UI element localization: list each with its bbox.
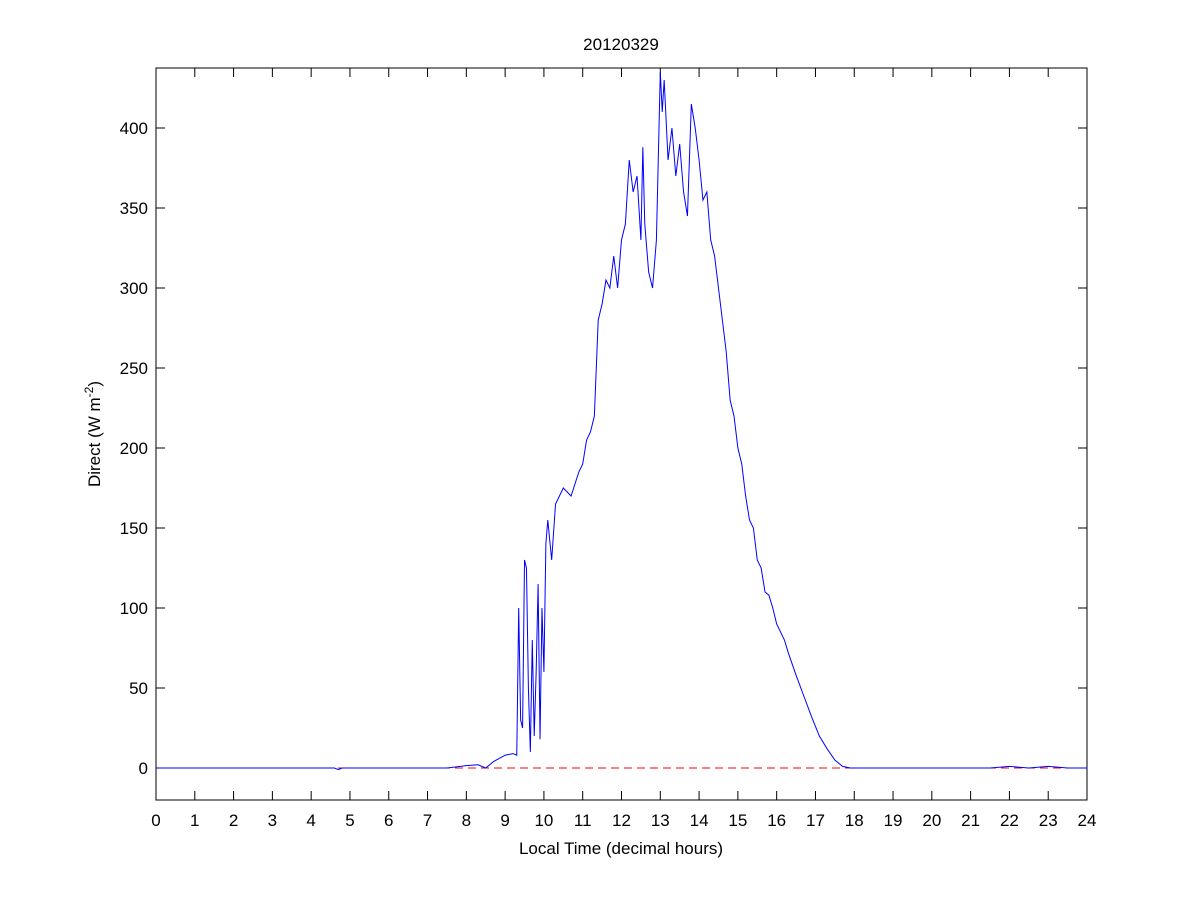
x-tick-label: 24	[1078, 811, 1097, 830]
y-tick-label: 400	[120, 119, 148, 138]
x-tick-label: 16	[767, 811, 786, 830]
x-tick-label: 23	[1039, 811, 1058, 830]
y-tick-label: 350	[120, 199, 148, 218]
y-axis-label-part: )	[85, 381, 104, 387]
x-tick-label: 18	[845, 811, 864, 830]
y-axis-label-sup: -2	[82, 386, 96, 397]
x-tick-label: 9	[500, 811, 509, 830]
x-tick-label: 6	[384, 811, 393, 830]
x-tick-label: 3	[268, 811, 277, 830]
x-tick-label: 4	[306, 811, 315, 830]
x-tick-label: 13	[651, 811, 670, 830]
y-axis-label: Direct (W m-2)	[82, 381, 104, 487]
x-tick-label: 8	[462, 811, 471, 830]
x-tick-label: 1	[190, 811, 199, 830]
x-axis-label: Local Time (decimal hours)	[519, 839, 723, 858]
y-tick-label: 100	[120, 599, 148, 618]
x-tick-label: 21	[961, 811, 980, 830]
y-tick-label: 0	[139, 759, 148, 778]
y-tick-label: 150	[120, 519, 148, 538]
x-tick-label: 7	[423, 811, 432, 830]
y-tick-label: 200	[120, 439, 148, 458]
x-tick-label: 10	[534, 811, 553, 830]
y-tick-label: 300	[120, 279, 148, 298]
y-axis-label-part: Direct (W m	[85, 397, 104, 487]
data-line	[156, 71, 1087, 771]
x-tick-label: 11	[574, 811, 592, 830]
chart-title: 20120329	[583, 35, 659, 54]
x-tick-label: 20	[922, 811, 941, 830]
x-tick-label: 15	[728, 811, 747, 830]
x-tick-label: 14	[690, 811, 709, 830]
x-tick-label: 22	[1000, 811, 1019, 830]
x-tick-label: 19	[884, 811, 903, 830]
x-tick-label: 5	[345, 811, 354, 830]
y-tick-label: 50	[129, 679, 148, 698]
x-tick-label: 0	[151, 811, 160, 830]
x-tick-label: 17	[806, 811, 825, 830]
plot-area	[155, 67, 1088, 801]
x-tick-label: 2	[229, 811, 238, 830]
y-tick-label: 250	[120, 359, 148, 378]
x-tick-label: 12	[612, 811, 631, 830]
